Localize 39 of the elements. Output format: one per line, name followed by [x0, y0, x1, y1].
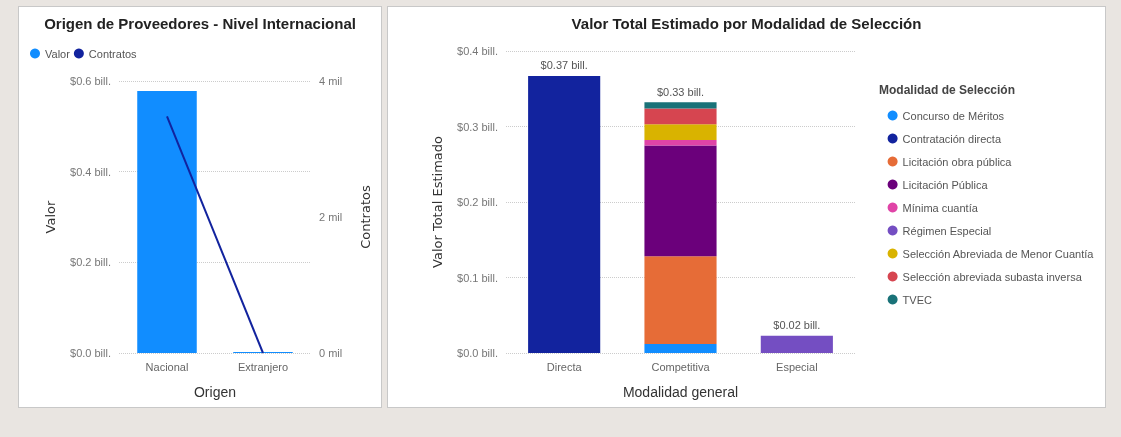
y-tick-label: $0.0 bill.	[70, 347, 111, 359]
x-tick-label: Competitiva	[651, 360, 711, 373]
x-tick-label: Especial	[776, 360, 818, 373]
y-axis-title: Valor	[43, 199, 58, 234]
legend-label: Contratación directa	[902, 132, 1002, 145]
legend-title: Modalidad de Selección	[878, 83, 1015, 97]
y2-axis-title: Contratos	[358, 185, 373, 249]
legend-label: Concurso de Méritos	[902, 109, 1005, 122]
legend-label: Selección abreviada subasta inversa	[902, 270, 1083, 283]
y-tick-label: $0.2 bill.	[457, 196, 498, 208]
chart-title: Origen de Proveedores - Nivel Internacional	[44, 15, 356, 32]
legend-label: Régimen Especial	[902, 224, 992, 237]
y-tick-label: $0.0 bill.	[457, 347, 498, 359]
x-axis-title: Origen	[193, 384, 237, 400]
y-axis-title: Valor Total Estimado	[430, 136, 445, 268]
x-tick-label: Extranjero	[237, 360, 289, 373]
total-label: $0.37 bill.	[540, 59, 588, 72]
y-tick-label: $0.2 bill.	[70, 256, 111, 269]
total-label: $0.33 bill.	[656, 85, 705, 98]
legend-label: Selección Abreviada de Menor Cuantía	[902, 247, 1095, 260]
y-tick-label: $0.6 bill.	[70, 75, 111, 87]
chart-title: Valor Total Estimado por Modalidad de Selección	[571, 15, 922, 32]
legend-label: Mínima cuantía	[902, 201, 979, 214]
legend-label: Contratos	[88, 47, 138, 60]
legend-label: TVEC	[902, 293, 932, 306]
y-tick-label: $0.3 bill.	[457, 120, 498, 133]
legend-label: Licitación Pública	[902, 178, 989, 191]
y-tick-label: $0.4 bill.	[457, 45, 498, 57]
y2-tick-label: 2 mil	[319, 211, 343, 223]
x-axis-title: Modalidad general	[622, 384, 739, 400]
y2-tick-label: 4 mil	[319, 75, 343, 87]
legend-label: Licitación obra pública	[902, 155, 1013, 168]
y-tick-label: $0.4 bill.	[70, 165, 111, 178]
x-tick-label: Nacional	[145, 360, 189, 373]
total-label: $0.02 bill.	[773, 319, 821, 332]
y-tick-label: $0.1 bill.	[457, 271, 498, 284]
y2-tick-label: 0 mil	[319, 347, 343, 359]
x-tick-label: Directa	[546, 360, 583, 373]
legend-label: Valor	[45, 47, 71, 60]
